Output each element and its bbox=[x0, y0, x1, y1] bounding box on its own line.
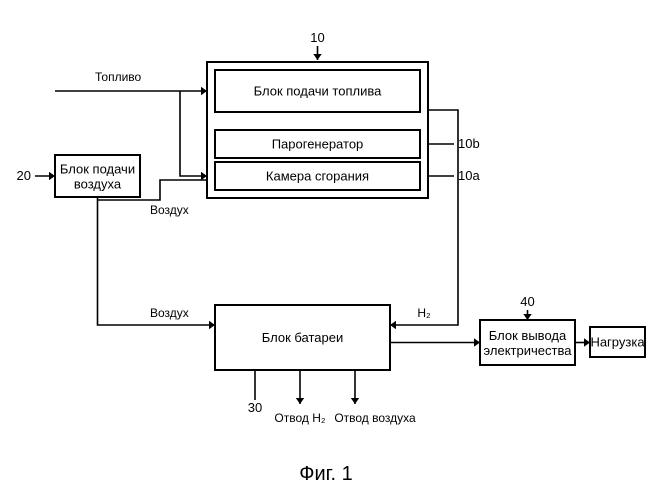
ref-10b: 10b bbox=[458, 136, 480, 151]
load-box-label: Нагрузка bbox=[590, 335, 645, 350]
label-fuel: Топливо bbox=[95, 70, 142, 84]
wire-fuel-to-combustion bbox=[180, 91, 207, 176]
label-air-top: Воздух bbox=[150, 203, 189, 217]
label-drain-h2: Отвод H₂ bbox=[274, 411, 325, 425]
label-air-bottom: Воздух bbox=[150, 306, 189, 320]
label-h2: H₂ bbox=[417, 306, 431, 320]
arrowhead bbox=[351, 398, 359, 404]
output-box-label: электричества bbox=[484, 343, 573, 358]
arrowhead bbox=[313, 54, 321, 60]
air-supply-box-label: воздуха bbox=[74, 176, 122, 191]
ref-10: 10 bbox=[310, 30, 324, 45]
ref-40: 40 bbox=[520, 294, 534, 309]
ref-30: 30 bbox=[248, 400, 262, 415]
fuel-supply-box-label: Блок подачи топлива bbox=[254, 84, 382, 99]
combustion-chamber-box-label: Камера сгорания bbox=[266, 169, 369, 184]
ref-20: 20 bbox=[17, 168, 31, 183]
label-drain-air: Отвод воздуха bbox=[334, 411, 416, 425]
arrowhead bbox=[296, 398, 304, 404]
ref-10a: 10a bbox=[458, 168, 480, 183]
battery-box-label: Блок батареи bbox=[262, 330, 344, 345]
air-supply-box-label: Блок подачи bbox=[60, 161, 135, 176]
steam-generator-box-label: Парогенератор bbox=[272, 137, 364, 152]
output-box-label: Блок вывода bbox=[489, 328, 567, 343]
figure-caption: Фиг. 1 bbox=[299, 463, 352, 485]
wire-h2-to-battery bbox=[390, 110, 458, 325]
block-diagram: Блок подачи топлива Парогенератор Камера с… bbox=[0, 0, 652, 500]
